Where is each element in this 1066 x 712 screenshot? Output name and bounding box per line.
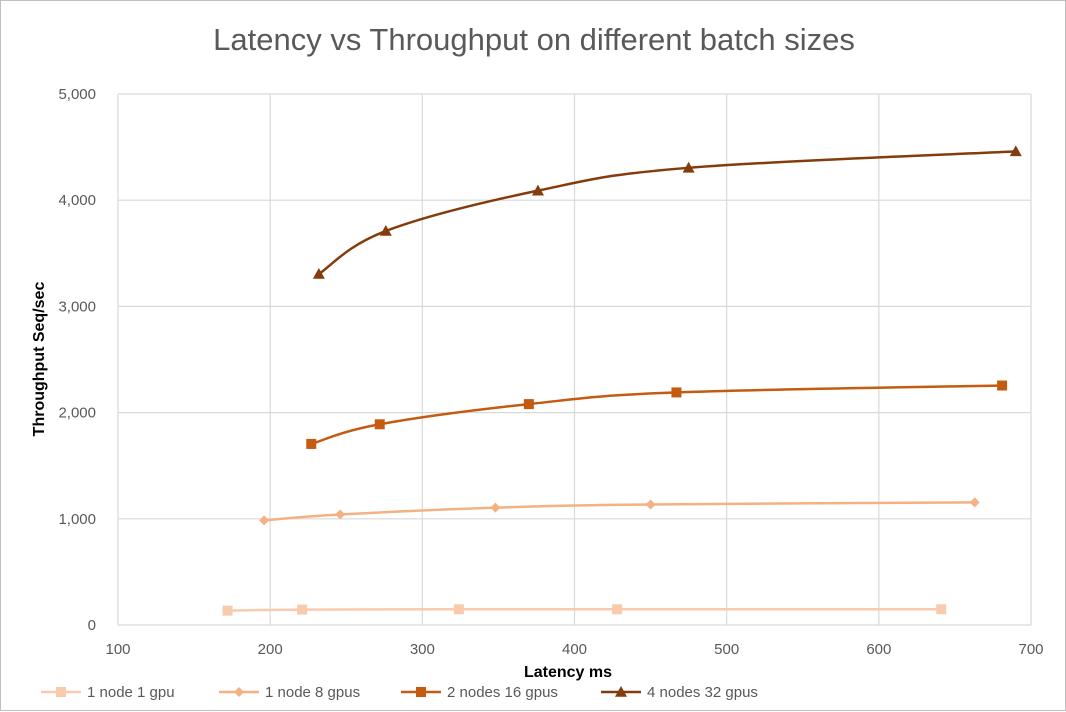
y-tick-label: 1,000	[58, 511, 96, 528]
data-point	[297, 604, 308, 615]
data-point	[374, 419, 385, 430]
data-point	[1009, 145, 1022, 157]
data-point	[997, 380, 1008, 391]
y-tick-label: 4,000	[58, 192, 96, 209]
data-point	[306, 438, 317, 449]
legend-marker	[234, 687, 244, 697]
y-tick-labels: 0 1,000 2,000 3,000 4,000 5,000	[58, 86, 96, 634]
legend: 1 node 1 gpu 1 node 8 gpus 2 nodes 16 gpus…	[41, 684, 758, 701]
x-tick-label: 600	[866, 641, 891, 658]
data-point	[259, 515, 270, 526]
data-point	[682, 161, 695, 173]
x-tick-label: 500	[714, 641, 739, 658]
data-point	[490, 502, 501, 513]
data-point	[612, 604, 623, 615]
legend-item: 2 nodes 16 gpus	[401, 684, 558, 701]
data-point	[222, 605, 233, 616]
series-4-nodes-32-gpus	[312, 145, 1022, 279]
data-point	[523, 399, 534, 410]
legend-item: 4 nodes 32 gpus	[601, 684, 758, 701]
y-axis-title: Throughput Seq/sec	[31, 282, 48, 437]
series-lines	[222, 145, 1022, 616]
data-point	[645, 499, 656, 510]
data-point	[312, 268, 325, 279]
data-point	[335, 509, 346, 520]
series-line	[263, 501, 975, 522]
y-tick-label: 3,000	[58, 298, 96, 315]
legend-item: 1 node 1 gpu	[41, 684, 175, 701]
data-point	[671, 387, 682, 398]
series-line	[227, 608, 942, 612]
series-line	[310, 384, 1003, 446]
series-1-node-1-gpu	[222, 604, 947, 616]
x-tick-label: 100	[105, 641, 130, 658]
series-2-nodes-16-gpus	[306, 380, 1008, 449]
legend-marker	[615, 686, 627, 697]
chart-title: Latency vs Throughput on different batch…	[213, 22, 855, 57]
y-tick-label: 0	[88, 617, 96, 634]
legend-item: 1 node 8 gpus	[219, 684, 360, 701]
x-tick-label: 400	[562, 641, 587, 658]
data-point	[531, 184, 544, 196]
legend-label: 2 nodes 16 gpus	[447, 684, 558, 701]
legend-marker	[416, 687, 426, 697]
data-point	[453, 604, 464, 615]
x-tick-label: 300	[410, 641, 435, 658]
x-tick-labels: 100 200 300 400 500 600 700	[105, 641, 1043, 658]
x-tick-label: 200	[258, 641, 283, 658]
legend-label: 1 node 8 gpus	[265, 684, 360, 701]
y-tick-label: 5,000	[58, 86, 96, 103]
legend-label: 1 node 1 gpu	[87, 684, 175, 701]
data-point	[379, 224, 392, 236]
legend-label: 4 nodes 32 gpus	[647, 684, 758, 701]
y-tick-label: 2,000	[58, 405, 96, 422]
data-point	[936, 604, 947, 615]
x-axis-title: Latency ms	[524, 664, 612, 681]
series-line	[318, 150, 1016, 276]
gridlines	[117, 93, 1032, 626]
legend-marker	[56, 687, 66, 697]
data-point	[969, 497, 980, 508]
x-tick-label: 700	[1018, 641, 1043, 658]
series-1-node-8-gpus	[259, 497, 980, 526]
